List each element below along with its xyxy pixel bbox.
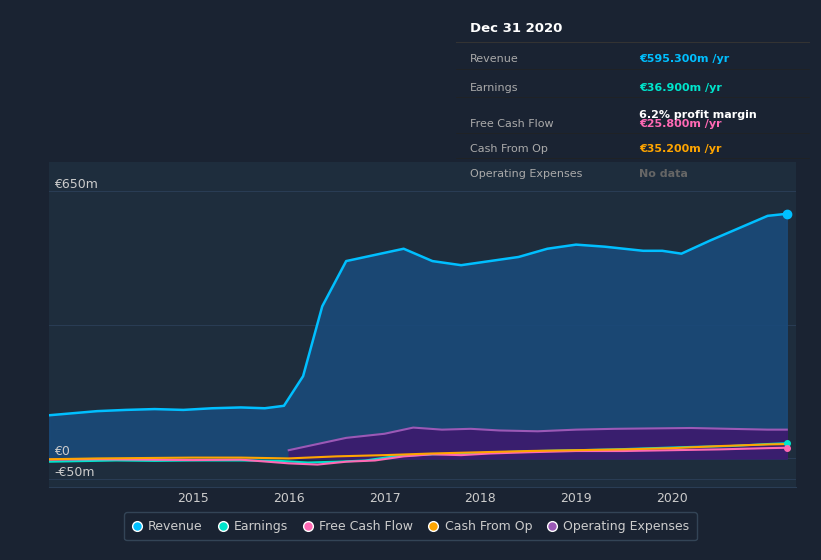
Text: €0: €0 bbox=[54, 445, 70, 459]
Text: No data: No data bbox=[640, 169, 688, 179]
Text: €36.900m /yr: €36.900m /yr bbox=[640, 83, 722, 93]
Text: Free Cash Flow: Free Cash Flow bbox=[470, 119, 553, 129]
Text: €25.800m /yr: €25.800m /yr bbox=[640, 119, 722, 129]
Text: Dec 31 2020: Dec 31 2020 bbox=[470, 22, 562, 35]
Text: Cash From Op: Cash From Op bbox=[470, 144, 548, 154]
Text: Earnings: Earnings bbox=[470, 83, 518, 93]
Text: 6.2% profit margin: 6.2% profit margin bbox=[640, 110, 757, 120]
Text: €35.200m /yr: €35.200m /yr bbox=[640, 144, 722, 154]
Text: €595.300m /yr: €595.300m /yr bbox=[640, 54, 730, 64]
Text: Operating Expenses: Operating Expenses bbox=[470, 169, 582, 179]
Text: €650m: €650m bbox=[54, 178, 98, 191]
Legend: Revenue, Earnings, Free Cash Flow, Cash From Op, Operating Expenses: Revenue, Earnings, Free Cash Flow, Cash … bbox=[124, 512, 697, 540]
Text: Revenue: Revenue bbox=[470, 54, 519, 64]
Text: -€50m: -€50m bbox=[54, 466, 94, 479]
